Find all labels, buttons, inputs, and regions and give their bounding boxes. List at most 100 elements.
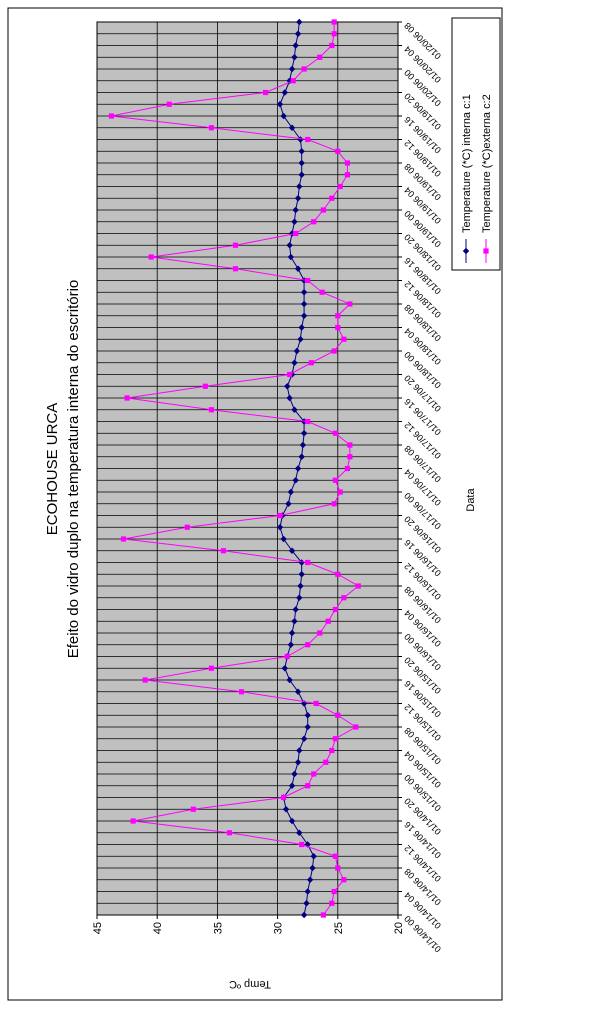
point xyxy=(332,853,338,859)
point xyxy=(311,219,317,225)
point xyxy=(300,312,308,319)
point xyxy=(298,559,305,566)
point xyxy=(335,148,341,154)
point xyxy=(291,359,298,366)
point xyxy=(320,207,326,213)
point xyxy=(294,195,302,202)
point xyxy=(305,559,311,566)
point xyxy=(344,172,351,178)
point xyxy=(291,218,298,225)
point xyxy=(297,136,304,143)
point xyxy=(232,266,239,272)
point xyxy=(331,888,337,895)
point xyxy=(341,595,347,601)
point xyxy=(323,759,329,765)
point xyxy=(281,89,289,96)
point xyxy=(294,30,302,37)
point xyxy=(166,101,172,107)
y-tick-label: 30 xyxy=(273,922,285,934)
point xyxy=(288,782,296,789)
y-tick-label: 45 xyxy=(92,922,104,934)
point xyxy=(310,853,317,860)
point xyxy=(294,265,302,272)
point xyxy=(287,641,295,648)
point xyxy=(286,676,293,684)
point xyxy=(313,700,319,707)
point xyxy=(303,900,310,907)
point xyxy=(331,501,337,507)
point xyxy=(297,582,304,590)
point xyxy=(208,665,214,671)
x-axis-title: Data xyxy=(465,488,477,512)
point xyxy=(296,829,303,836)
point xyxy=(281,665,289,672)
point xyxy=(294,465,302,472)
point xyxy=(296,18,303,26)
point xyxy=(276,524,284,531)
point xyxy=(232,242,239,248)
legend-label: Temperature (*C)externa c:2 xyxy=(481,94,493,233)
legend: Temperature (*C) interna c:1 Temperature … xyxy=(451,17,501,271)
point xyxy=(190,806,196,812)
point xyxy=(347,301,353,307)
point xyxy=(298,148,305,155)
point xyxy=(285,500,292,507)
point xyxy=(293,230,299,237)
point xyxy=(296,594,303,601)
point xyxy=(184,524,190,530)
point xyxy=(297,336,304,343)
point xyxy=(335,865,341,871)
point xyxy=(108,113,115,119)
y-tick-label: 20 xyxy=(393,922,405,934)
point xyxy=(292,477,299,484)
point xyxy=(308,360,314,366)
point xyxy=(284,383,291,390)
y-tick-label: 35 xyxy=(212,922,224,934)
point xyxy=(286,394,293,402)
point xyxy=(317,54,323,60)
point xyxy=(305,418,311,425)
point xyxy=(304,723,311,731)
point xyxy=(335,571,341,577)
point xyxy=(341,877,347,883)
point xyxy=(288,124,296,131)
point xyxy=(300,735,308,742)
point xyxy=(291,618,298,625)
point xyxy=(319,289,325,295)
point xyxy=(294,759,302,766)
point xyxy=(331,31,337,37)
point xyxy=(304,888,311,895)
point xyxy=(286,242,293,249)
point xyxy=(320,912,326,918)
point xyxy=(298,171,305,178)
point xyxy=(300,300,308,308)
point xyxy=(325,618,331,624)
point xyxy=(130,818,136,824)
point xyxy=(298,453,305,460)
point xyxy=(332,430,338,436)
chart-subtitle: Efeito do vidro duplo na temperatura int… xyxy=(65,280,82,659)
legend-label: Temperature (*C) interna c:1 xyxy=(461,94,473,233)
point xyxy=(332,736,338,742)
point xyxy=(288,65,296,73)
point xyxy=(300,430,308,437)
point xyxy=(344,465,351,472)
point xyxy=(276,101,284,108)
point xyxy=(293,347,301,355)
point xyxy=(331,19,337,25)
chart-title: ECOHOUSE URCA xyxy=(44,403,61,536)
point xyxy=(292,606,299,613)
point xyxy=(238,689,245,695)
point xyxy=(296,183,303,190)
point xyxy=(305,783,311,789)
y-axis-title: Temp ºC xyxy=(229,978,271,990)
point xyxy=(298,571,305,578)
point xyxy=(305,136,311,143)
point xyxy=(288,817,296,825)
point xyxy=(208,407,214,413)
point xyxy=(291,54,298,61)
point xyxy=(262,89,269,96)
point xyxy=(304,841,311,848)
point xyxy=(317,630,323,636)
